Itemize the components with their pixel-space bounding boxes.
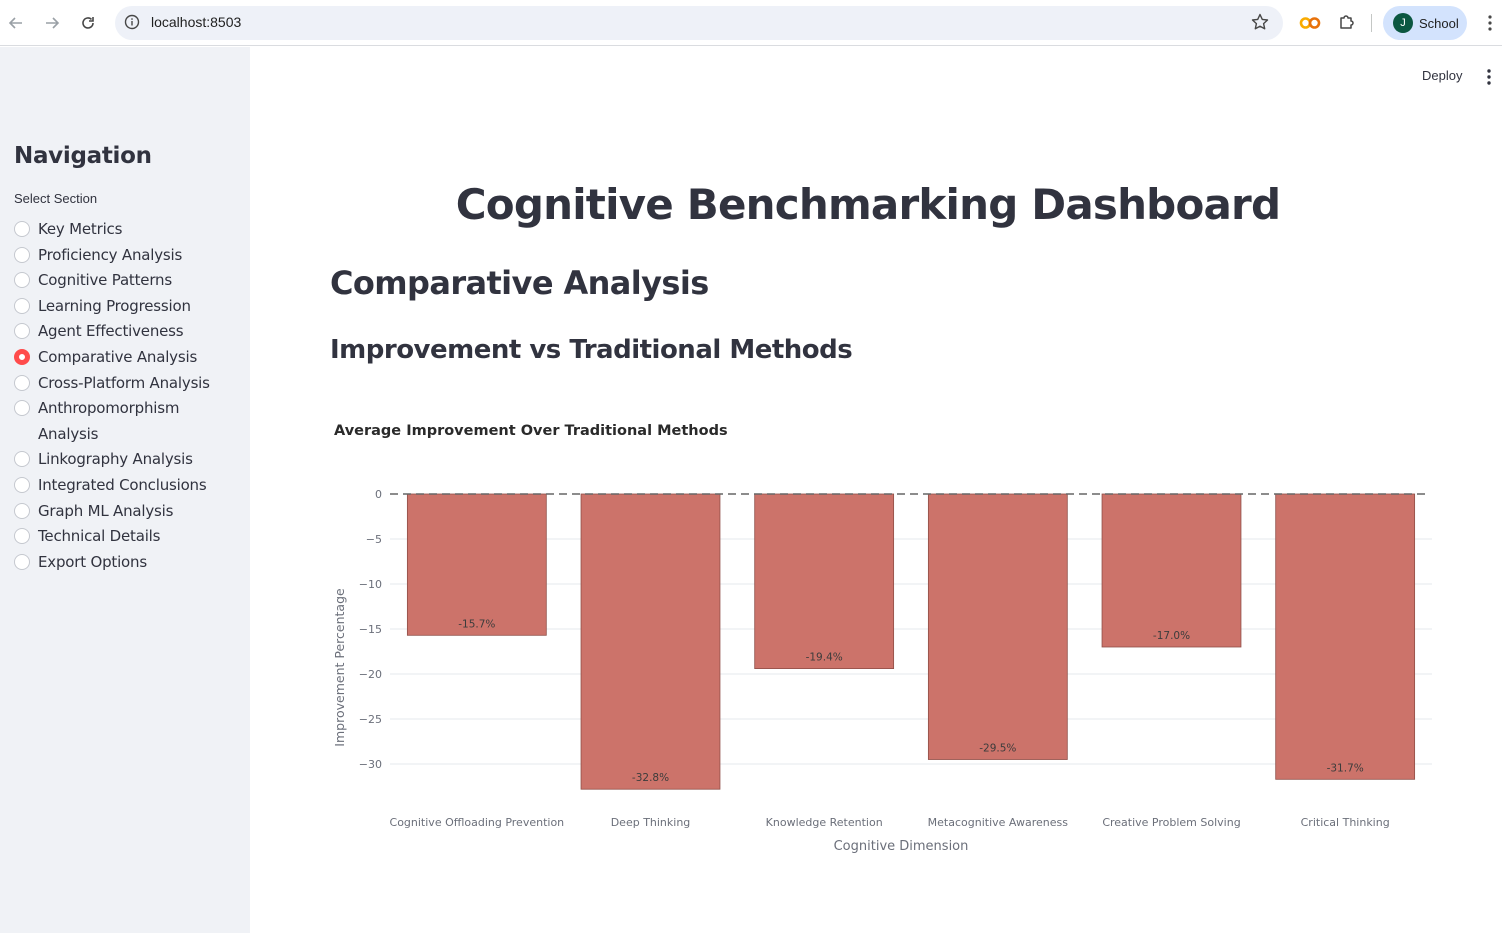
radio-unselected-icon[interactable] [14, 400, 30, 417]
x-tick-label: Creative Problem Solving [1102, 816, 1240, 829]
radio-option[interactable]: Graph ML Analysis [14, 499, 244, 525]
address-bar[interactable] [115, 6, 1283, 40]
radio-unselected-icon[interactable] [14, 502, 30, 519]
bar-data-label: -15.7% [458, 618, 495, 630]
radio-option[interactable]: Integrated Conclusions [14, 473, 244, 499]
section-radio-group: Key Metrics Proficiency Analysis Cognitive… [14, 217, 244, 575]
chart-svg[interactable]: Average Improvement Over Traditional Met… [330, 405, 1440, 865]
site-info-icon[interactable] [124, 14, 140, 30]
x-axis-title: Cognitive Dimension [834, 839, 969, 854]
radio-selected-icon[interactable] [14, 348, 30, 365]
profile-chip[interactable]: J School [1383, 6, 1467, 40]
bar-data-label: -19.4% [806, 652, 843, 664]
radio-option-label: Key Metrics [38, 220, 123, 238]
bar-data-label: -29.5% [979, 743, 1016, 755]
radio-option-label: Agent Effectiveness [38, 322, 184, 341]
radio-option-label: Integrated Conclusions [38, 475, 207, 494]
y-tick-label: 0 [375, 488, 382, 501]
page-title: Cognitive Benchmarking Dashboard [455, 180, 1281, 229]
url-text[interactable]: localhost:8503 [151, 14, 242, 30]
subsection-title: Improvement vs Traditional Methods [330, 335, 853, 365]
sidebar-title: Navigation [14, 143, 152, 169]
radio-unselected-icon[interactable] [14, 272, 30, 289]
bar[interactable] [754, 493, 895, 670]
radio-option[interactable]: Learning Progression [14, 294, 244, 320]
more-vert-icon[interactable] [1484, 12, 1496, 34]
y-tick-label: −20 [359, 668, 382, 681]
bar[interactable] [580, 493, 721, 790]
radio-option-label: Proficiency Analysis [38, 245, 183, 264]
radio-unselected-icon[interactable] [14, 528, 30, 545]
radio-option[interactable]: Linkography Analysis [14, 447, 244, 473]
radio-option-label: Cognitive Patterns [38, 271, 172, 290]
x-tick-label: Cognitive Offloading Prevention [390, 816, 565, 829]
radio-option-label: Cross-Platform Analysis [38, 373, 210, 392]
y-tick-label: −5 [366, 533, 382, 546]
sidebar: Navigation Select Section Key Metrics Pro… [0, 47, 250, 933]
forward-arrow-icon[interactable] [40, 11, 64, 35]
radio-option[interactable]: Agent Effectiveness [14, 319, 244, 345]
bar[interactable] [406, 493, 547, 636]
reload-icon[interactable] [76, 11, 100, 35]
radio-unselected-icon[interactable] [14, 323, 30, 340]
app-menu-icon[interactable] [1484, 68, 1494, 86]
radio-unselected-icon[interactable] [14, 374, 30, 391]
radio-option-label: Anthropomorphism Analysis [38, 399, 180, 443]
radio-unselected-icon[interactable] [14, 476, 30, 493]
radio-option-label: Linkography Analysis [38, 450, 193, 469]
radio-unselected-icon[interactable] [14, 451, 30, 468]
radio-option-label: Graph ML Analysis [38, 501, 174, 520]
radio-unselected-icon[interactable] [14, 221, 30, 237]
radio-unselected-icon[interactable] [14, 553, 30, 570]
toolbar-divider [1371, 14, 1372, 32]
y-tick-label: −30 [359, 758, 382, 771]
radio-option[interactable]: Cross-Platform Analysis [14, 371, 244, 397]
back-arrow-icon[interactable] [4, 11, 28, 35]
radio-option[interactable]: Anthropomorphism Analysis [14, 396, 244, 447]
x-tick-label: Critical Thinking [1301, 816, 1390, 829]
improvement-bar-chart[interactable]: Average Improvement Over Traditional Met… [330, 405, 1440, 865]
bar[interactable] [1275, 493, 1416, 780]
y-tick-label: −25 [359, 713, 382, 726]
x-tick-label: Deep Thinking [611, 816, 691, 829]
bar-data-label: -17.0% [1153, 630, 1190, 642]
radio-option[interactable]: Export Options [14, 550, 244, 576]
avatar: J [1393, 13, 1413, 33]
radio-option[interactable]: Technical Details [14, 524, 244, 550]
y-tick-label: −10 [359, 578, 382, 591]
radio-option-label: Technical Details [38, 527, 161, 546]
extension-co-icon[interactable] [1299, 14, 1321, 32]
bookmark-star-icon[interactable] [1250, 12, 1270, 32]
radio-option[interactable]: Comparative Analysis [14, 345, 244, 371]
radio-option[interactable]: Proficiency Analysis [14, 243, 244, 269]
x-tick-label: Knowledge Retention [766, 816, 883, 829]
radio-unselected-icon[interactable] [14, 297, 30, 314]
radio-group-label: Select Section [14, 191, 98, 206]
radio-option-label: Comparative Analysis [38, 347, 198, 366]
section-title: Comparative Analysis [330, 264, 709, 302]
y-axis-title: Improvement Percentage [332, 588, 347, 747]
bar-data-label: -31.7% [1327, 762, 1364, 774]
y-tick-label: −15 [359, 623, 382, 636]
extensions-puzzle-icon[interactable] [1337, 12, 1357, 32]
radio-option[interactable]: Key Metrics [14, 217, 244, 243]
radio-option-label: Export Options [38, 552, 147, 571]
bar-data-label: -32.8% [632, 772, 669, 784]
bar[interactable] [1101, 493, 1242, 648]
profile-name: School [1419, 15, 1459, 31]
radio-unselected-icon[interactable] [14, 246, 30, 263]
radio-option[interactable]: Cognitive Patterns [14, 268, 244, 294]
browser-toolbar: localhost:8503 J School [0, 0, 1502, 46]
radio-option-label: Learning Progression [38, 296, 191, 315]
deploy-button[interactable]: Deploy [1422, 68, 1463, 83]
chart-title: Average Improvement Over Traditional Met… [334, 423, 728, 439]
bar[interactable] [927, 493, 1068, 760]
x-tick-label: Metacognitive Awareness [928, 816, 1069, 829]
